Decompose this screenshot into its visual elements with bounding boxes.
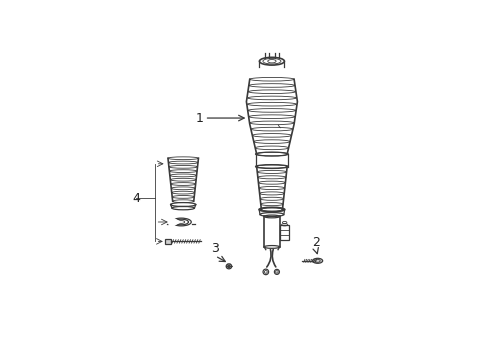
- Text: 4: 4: [132, 192, 140, 205]
- Ellipse shape: [313, 258, 322, 263]
- Text: 2: 2: [312, 236, 320, 249]
- Bar: [165, 239, 171, 244]
- Text: 3: 3: [211, 242, 219, 255]
- Bar: [280, 225, 289, 240]
- Wedge shape: [169, 216, 180, 228]
- Text: 1: 1: [196, 112, 203, 125]
- Bar: [256, 154, 288, 167]
- Ellipse shape: [227, 265, 230, 267]
- Ellipse shape: [226, 264, 232, 269]
